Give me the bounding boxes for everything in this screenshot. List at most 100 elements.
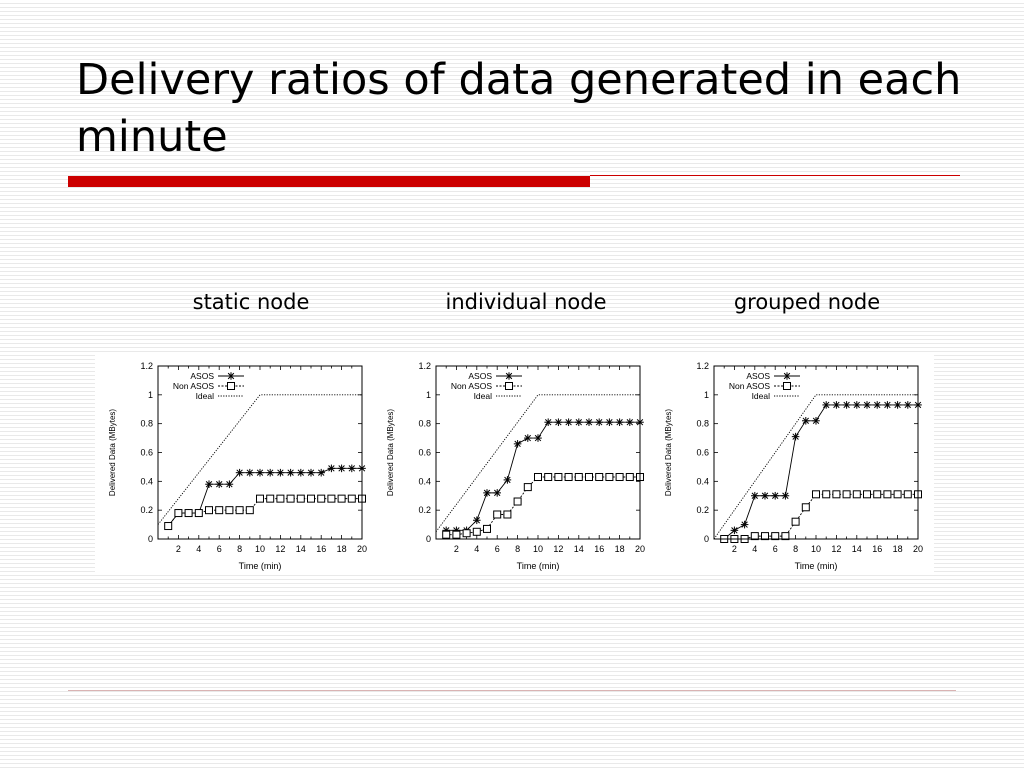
x-tick-label: 4	[752, 544, 757, 554]
data-point	[327, 494, 336, 503]
title-accent-bar	[68, 176, 590, 187]
chart-svg-individual: 0 0.2 0.4 0.6 0.8 1 1.2 2 4 6 8 10 12 14 16 18 20 Time (m…	[386, 361, 645, 571]
data-point	[483, 489, 491, 497]
chart-svg-grouped: 0 0.2 0.4 0.6 0.8 1 1.2 2 4 6 8 10 12 14 16 18 20 Time (m…	[664, 361, 923, 571]
x-tick-label: 18	[893, 544, 903, 554]
x-tick-label: 2	[454, 544, 459, 554]
x-tick-label: 20	[357, 544, 367, 554]
data-point	[842, 490, 851, 499]
data-point	[317, 494, 326, 503]
x-tick-label: 2	[732, 544, 737, 554]
data-point	[235, 468, 244, 477]
y-axis-label: Delivered Data (MBytes)	[386, 409, 395, 496]
x-tick-label: 4	[196, 544, 201, 554]
series-line	[157, 394, 362, 525]
data-point	[296, 494, 305, 503]
data-point	[266, 468, 274, 477]
chart-individual-node: 0 0.2 0.4 0.6 0.8 1 1.2 2 4 6 8 10 12 14 16 18 20 Time (m…	[373, 352, 656, 574]
data-point	[554, 418, 563, 427]
data-point	[822, 490, 831, 499]
y-tick-label: 1	[148, 390, 153, 400]
y-axis-label: Delivered Data (MBytes)	[108, 409, 117, 496]
slide-title: Delivery ratios of data generated in eac…	[76, 55, 962, 162]
data-point	[286, 468, 295, 477]
footer-rule	[68, 690, 956, 691]
data-point	[615, 418, 624, 427]
x-tick-label: 12	[553, 544, 563, 554]
data-point	[625, 473, 634, 482]
data-point	[337, 494, 346, 503]
series-non-asos	[442, 473, 644, 539]
chart-grouped-node: 0 0.2 0.4 0.6 0.8 1 1.2 2 4 6 8 10 12 14 16 18 20 Time (m…	[651, 352, 934, 574]
series-ideal	[713, 394, 918, 540]
data-point	[225, 506, 234, 515]
data-point	[317, 468, 325, 477]
chart-svg-static: 0 0.2 0.4 0.6 0.8 1 1.2 2 4 6 8 10 12 14 16 18 20 Time (m…	[108, 361, 367, 571]
y-tick-label: 1.2	[418, 361, 431, 371]
data-point	[544, 418, 552, 427]
data-point	[205, 480, 213, 489]
x-tick-label: 18	[615, 544, 625, 554]
caption-grouped-node: grouped node	[733, 290, 881, 314]
y-tick-label: 0.8	[140, 419, 153, 429]
data-point	[585, 418, 593, 427]
legend-label: Ideal	[474, 391, 493, 401]
data-point	[534, 434, 542, 442]
y-tick-label: 0	[148, 534, 153, 544]
y-tick-label: 1.2	[140, 361, 153, 371]
legend-label: Ideal	[752, 391, 771, 401]
x-tick-label: 6	[495, 544, 500, 554]
x-axis-label: Time (min)	[517, 561, 560, 571]
x-tick-label: 16	[594, 544, 604, 554]
data-point	[873, 401, 881, 409]
data-point	[473, 516, 481, 525]
data-point	[442, 530, 451, 539]
series-line	[446, 476, 640, 536]
series-line	[167, 467, 362, 527]
x-tick-label: 16	[316, 544, 326, 554]
data-point	[822, 401, 830, 409]
legend-label: Ideal	[196, 391, 215, 401]
y-tick-label: 0.2	[418, 505, 431, 515]
y-tick-label: 0.6	[418, 448, 431, 458]
data-point	[575, 418, 583, 427]
y-tick-label: 1	[704, 390, 709, 400]
data-point	[184, 509, 193, 518]
y-tick-label: 0	[426, 534, 431, 544]
data-point	[493, 489, 501, 497]
data-point	[605, 473, 614, 482]
data-point	[842, 401, 851, 409]
series-line	[713, 394, 918, 540]
data-point	[534, 473, 542, 482]
x-tick-label: 4	[474, 544, 479, 554]
legend-label: Non ASOS	[173, 381, 214, 391]
data-point	[761, 532, 769, 541]
data-point	[266, 494, 275, 503]
data-point	[348, 464, 356, 473]
caption-individual-node: individual node	[445, 290, 607, 314]
x-tick-label: 14	[296, 544, 306, 554]
y-axis-label: Delivered Data (MBytes)	[664, 409, 673, 496]
x-tick-label: 6	[773, 544, 778, 554]
legend-label: ASOS	[190, 371, 214, 381]
data-point	[883, 490, 892, 499]
x-tick-label: 10	[255, 544, 265, 554]
data-point	[761, 491, 769, 500]
data-point	[730, 526, 739, 535]
data-point	[472, 527, 481, 536]
plot-frame	[713, 365, 919, 540]
legend-label: ASOS	[746, 371, 770, 381]
y-tick-label: 1	[426, 390, 431, 400]
data-point	[893, 490, 902, 499]
data-point	[585, 473, 593, 482]
data-point	[205, 506, 213, 515]
x-tick-label: 16	[872, 544, 882, 554]
y-tick-label: 1.2	[696, 361, 709, 371]
data-point	[256, 468, 264, 477]
y-tick-label: 0.6	[696, 448, 709, 458]
data-point	[781, 532, 790, 541]
legend-label: Non ASOS	[729, 381, 770, 391]
data-point	[853, 401, 861, 409]
